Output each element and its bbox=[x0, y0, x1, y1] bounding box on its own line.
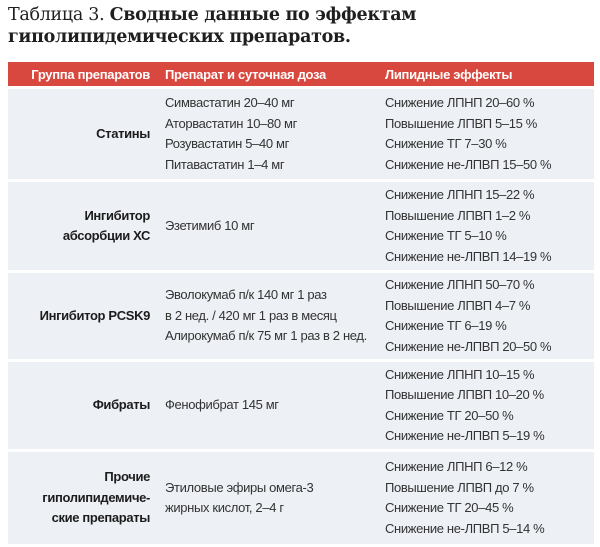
effects-cell-line: Повышение ЛПВП 5–15 % bbox=[385, 115, 538, 131]
effects-cell-line: Снижение ТГ 20–45 % bbox=[385, 500, 514, 515]
effects-cell-line: Снижение ЛПНП 50–70 % bbox=[385, 277, 535, 292]
header-group: Группа препаратов bbox=[31, 66, 150, 82]
table-row: Ингибитор PCSK9 Эволокумаб п/к 140 мг 1 р… bbox=[8, 273, 594, 359]
group-cell: Прочие гиполипидемиче-ские препараты bbox=[8, 467, 150, 529]
drug-cell-line: Розувастатин 5–40 мг bbox=[165, 136, 289, 151]
group-cell: Фибраты bbox=[8, 395, 151, 416]
effects-cell: Снижение ЛПНП 20–60 % Повышение ЛПВП 5–15… bbox=[385, 93, 594, 175]
group-cell: Статины bbox=[8, 124, 150, 145]
effects-cell: Снижение ЛПНП 6–12 % Повышение ЛПВП до 7 … bbox=[385, 457, 594, 539]
drug-cell: Эзетимиб 10 мг bbox=[165, 216, 383, 237]
table-row: Ингибитор абсорбции ХС Эзетимиб 10 мг Сниже… bbox=[8, 182, 594, 270]
drug-cell-line: Аторвастатин 10–80 мг bbox=[165, 115, 297, 131]
group-cell-line: абсорбции ХС bbox=[62, 228, 151, 243]
effects-cell: Снижение ЛПНП 10–15 % Повышение ЛПВП 10–2… bbox=[385, 365, 594, 447]
lipid-drugs-table: Группа препаратов Препарат и суточная до… bbox=[8, 62, 594, 544]
drug-cell-line: Симвастатин 20–40 мг bbox=[165, 95, 295, 110]
table-row: Статины Симвастатин 20–40 мг Аторвастатин … bbox=[8, 89, 594, 179]
drug-cell-line: в 2 нед. / 420 мг 1 раз в месяц bbox=[165, 307, 337, 323]
effects-cell-line: Снижение ЛПНП 20–60 % bbox=[385, 95, 535, 110]
group-cell-line: Прочие bbox=[104, 469, 150, 485]
header-drug: Препарат и суточная доза bbox=[165, 66, 326, 82]
table-caption: Таблица 3. Сводные данные по эффектам ги… bbox=[8, 4, 600, 48]
drug-cell: Симвастатин 20–40 мг Аторвастатин 10–80 м… bbox=[165, 93, 383, 175]
group-cell-line: Ингибитор PCSK9 bbox=[39, 307, 151, 323]
effects-cell-line: Снижение не-ЛПВП 14–19 % bbox=[385, 248, 552, 264]
effects-cell: Снижение ЛПНП 50–70 % Повышение ЛПВП 4–7 … bbox=[385, 275, 594, 357]
effects-cell-line: Снижение не-ЛПВП 20–50 % bbox=[385, 338, 552, 354]
effects-cell-line: Повышение ЛПВП 4–7 % bbox=[385, 297, 531, 313]
effects-cell-line: Снижение ЛПНП 10–15 % bbox=[385, 366, 535, 382]
group-cell-line: гиполипидемиче- bbox=[42, 489, 150, 505]
group-cell-line: Ингибитор bbox=[84, 207, 150, 223]
effects-cell: Снижение ЛПНП 15–22 % Повышение ЛПВП 1–2 … bbox=[385, 185, 594, 267]
effects-cell-line: Снижение ЛПНП 6–12 % bbox=[385, 459, 528, 474]
group-cell-line: Статины bbox=[96, 125, 150, 141]
caption-label: Таблица 3. bbox=[8, 5, 110, 25]
group-cell-line: ские препараты bbox=[51, 510, 151, 526]
effects-cell-line: Снижение ТГ 6–19 % bbox=[385, 318, 507, 333]
effects-cell-line: Снижение не-ЛПВП 5–14 % bbox=[385, 520, 545, 536]
drug-cell-line: Эволокумаб п/к 140 мг 1 раз bbox=[165, 287, 327, 303]
header-effects: Липидные эффекты bbox=[385, 66, 513, 82]
drug-cell-line: Этиловые эфиры омега-3 bbox=[165, 479, 314, 495]
effects-cell-line: Снижение не-ЛПВП 15–50 % bbox=[385, 156, 552, 172]
effects-cell-line: Снижение ТГ 20–50 % bbox=[385, 407, 514, 423]
table-row: Фибраты Фенофибрат 145 мг Снижение ЛПНП 10… bbox=[8, 362, 594, 449]
effects-cell-line: Снижение ТГ 5–10 % bbox=[385, 228, 507, 243]
drug-cell-line: Эзетимиб 10 мг bbox=[165, 217, 255, 233]
drug-cell-line: жирных кислот, 2–4 г bbox=[165, 500, 284, 515]
effects-cell-line: Снижение не-ЛПВП 5–19 % bbox=[385, 428, 545, 443]
table-row: Прочие гиполипидемиче-ские препараты Этило… bbox=[8, 452, 594, 544]
group-cell: Ингибитор абсорбции ХС bbox=[8, 206, 151, 247]
caption-title: Сводные данные по эффектам гиполипидемич… bbox=[8, 5, 417, 47]
drug-cell: Фенофибрат 145 мг bbox=[165, 395, 383, 416]
effects-cell-line: Снижение ЛПНП 15–22 % bbox=[385, 187, 535, 202]
group-cell: Ингибитор PCSK9 bbox=[8, 306, 151, 327]
effects-cell-line: Повышение ЛПВП 1–2 % bbox=[385, 207, 531, 223]
drug-cell-line: Алирокумаб п/к 75 мг 1 раз в 2 нед. bbox=[165, 328, 367, 344]
effects-cell-line: Повышение ЛПВП 10–20 % bbox=[385, 387, 544, 402]
effects-cell-line: Снижение ТГ 7–30 % bbox=[385, 136, 507, 151]
group-cell-line: Фибраты bbox=[92, 397, 151, 413]
table-header: Группа препаратов Препарат и суточная до… bbox=[8, 62, 594, 86]
drug-cell: Эволокумаб п/к 140 мг 1 раз в 2 нед. / 42… bbox=[165, 285, 383, 347]
effects-cell-line: Повышение ЛПВП до 7 % bbox=[385, 479, 534, 495]
drug-cell: Этиловые эфиры омега-3 жирных кислот, 2–4… bbox=[165, 478, 383, 519]
drug-cell-line: Фенофибрат 145 мг bbox=[165, 397, 279, 413]
drug-cell-line: Питавастатин 1–4 мг bbox=[165, 156, 285, 172]
